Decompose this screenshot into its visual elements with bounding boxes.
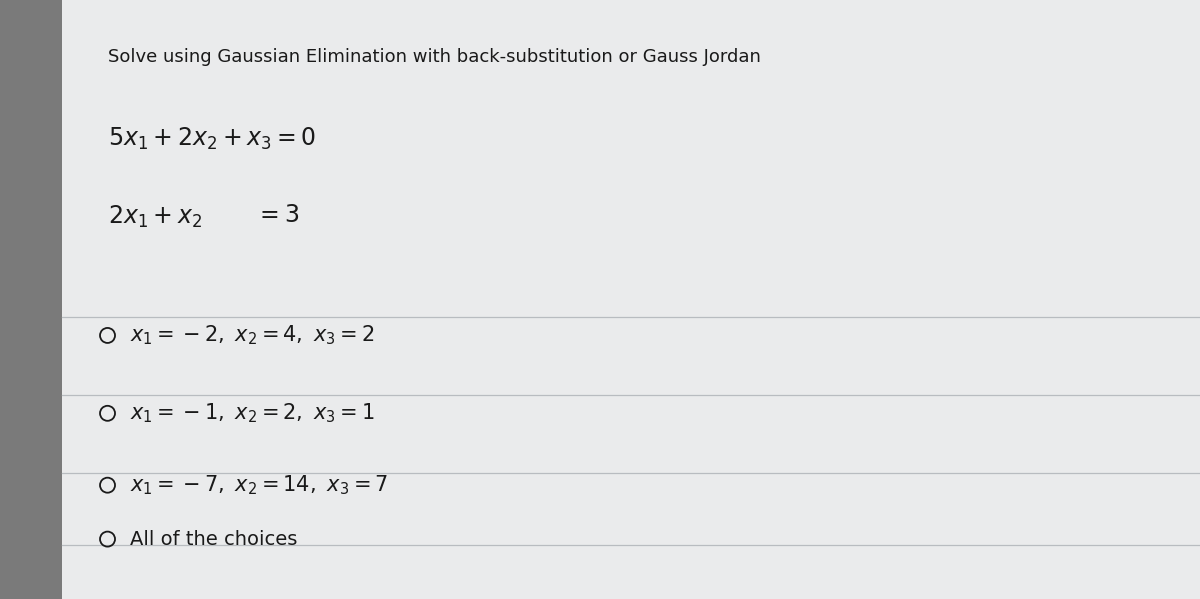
Text: $5x_1 + 2x_2 + x_3 = 0$: $5x_1 + 2x_2 + x_3 = 0$ [108,126,316,152]
Text: $x_1 = -2,\ x_2 = 4,\ x_3 = 2$: $x_1 = -2,\ x_2 = 4,\ x_3 = 2$ [130,323,374,347]
Text: All of the choices: All of the choices [130,530,296,549]
Text: $= 3$: $= 3$ [256,204,300,226]
Text: $x_1 = -7,\ x_2 = 14,\ x_3 = 7$: $x_1 = -7,\ x_2 = 14,\ x_3 = 7$ [130,473,388,497]
Bar [0,0,62,599]
Text: $2x_1 + x_2$: $2x_1 + x_2$ [108,204,202,230]
Text: $x_1 = -1,\ x_2 = 2,\ x_3 = 1$: $x_1 = -1,\ x_2 = 2,\ x_3 = 1$ [130,401,374,425]
Text: Solve using Gaussian Elimination with back-substitution or Gauss Jordan: Solve using Gaussian Elimination with ba… [108,48,761,66]
